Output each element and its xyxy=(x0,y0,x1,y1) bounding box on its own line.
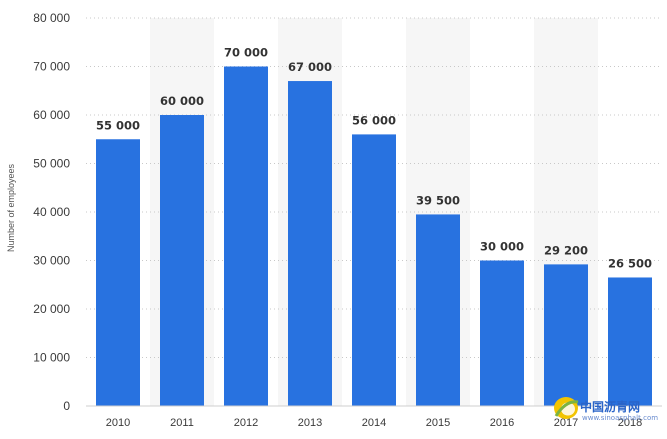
data-labels: 55 000 60 000 70 000 67 000 56 000 39 500 30 0… xyxy=(96,46,652,271)
bar xyxy=(224,66,268,406)
x-tick-label: 2010 xyxy=(106,417,130,429)
y-tick-label: 20 000 xyxy=(33,302,70,316)
data-label: 30 000 xyxy=(480,240,524,254)
y-tick-label: 30 000 xyxy=(33,254,70,268)
data-label: 26 500 xyxy=(608,256,652,270)
watermark-logo-icon xyxy=(554,397,579,419)
data-label: 60 000 xyxy=(160,94,204,108)
y-tick-label: 50 000 xyxy=(33,157,70,171)
data-label: 70 000 xyxy=(224,46,268,60)
x-tick-label: 2015 xyxy=(426,417,450,429)
y-tick-label: 60 000 xyxy=(33,108,70,122)
watermark-url: www.sinoasphalt.com xyxy=(582,414,658,422)
y-tick-label: 70 000 xyxy=(33,60,70,74)
data-label: 56 000 xyxy=(352,113,396,127)
bar xyxy=(608,277,652,406)
data-label: 55 000 xyxy=(96,118,140,132)
x-tick-label: 2012 xyxy=(234,417,258,429)
bar xyxy=(160,115,204,406)
data-label: 39 500 xyxy=(416,193,460,207)
x-tick-label: 2011 xyxy=(170,417,194,429)
bars xyxy=(96,66,652,407)
y-axis-ticks: 0 10 000 20 000 30 000 40 000 50 000 60 000 70 … xyxy=(33,11,70,413)
y-tick-label: 0 xyxy=(63,399,70,413)
x-tick-label: 2016 xyxy=(490,417,514,429)
data-label: 67 000 xyxy=(288,60,332,74)
y-tick-label: 10 000 xyxy=(33,351,70,365)
bar xyxy=(480,260,524,406)
bar xyxy=(544,264,588,406)
y-tick-label: 80 000 xyxy=(33,11,70,25)
x-tick-label: 2014 xyxy=(362,417,386,429)
x-tick-label: 2013 xyxy=(298,417,322,429)
bar xyxy=(352,134,396,406)
y-axis-label: Number of employees xyxy=(6,163,16,252)
bar xyxy=(96,139,140,406)
y-tick-label: 40 000 xyxy=(33,205,70,219)
x-axis-ticks: 2010 2011 2012 2013 2014 2015 2016 2017 2018 xyxy=(106,417,642,429)
data-label: 29 200 xyxy=(544,243,588,257)
watermark-name: 中国沥青网 xyxy=(580,399,640,414)
x-tick-label: 2017 xyxy=(554,417,578,429)
bar xyxy=(288,81,332,407)
watermark: 中国沥青网 www.sinoasphalt.com xyxy=(554,397,658,422)
bar xyxy=(416,214,460,406)
x-tick-label: 2018 xyxy=(618,417,642,429)
